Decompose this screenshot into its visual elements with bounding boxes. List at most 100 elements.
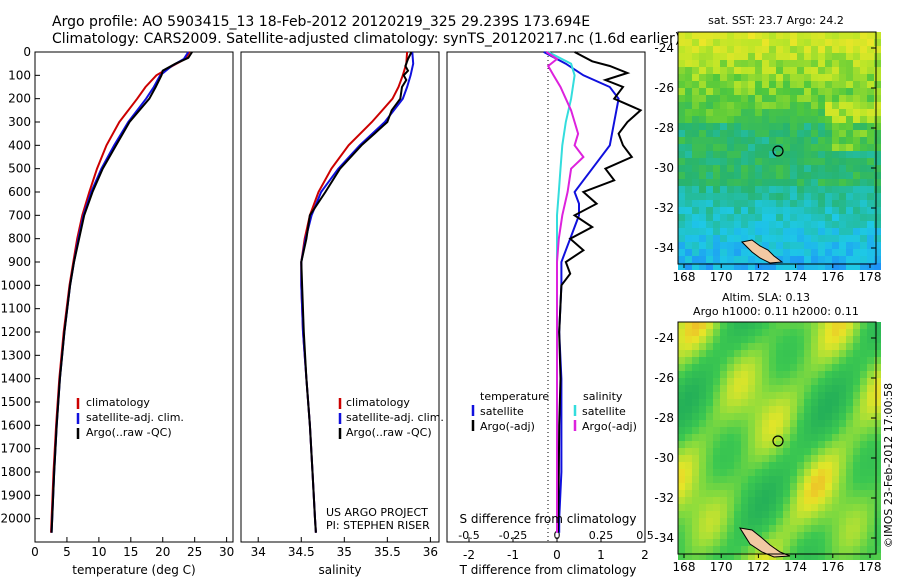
sst-cell — [804, 200, 811, 207]
sla-cell — [867, 532, 874, 539]
sst-cell — [818, 60, 825, 67]
sst-cell — [706, 60, 713, 67]
sla-cell — [818, 497, 825, 504]
sla-cell — [685, 322, 692, 329]
sst-cell — [818, 109, 825, 116]
sst-cell — [720, 95, 727, 102]
sst-cell — [832, 53, 839, 60]
sst-cell — [762, 123, 769, 130]
sla-cell — [706, 490, 713, 497]
sst-cell — [769, 130, 776, 137]
depth-tick-label: 1200 — [0, 325, 31, 339]
sst-cell — [874, 74, 881, 81]
sst-cell — [748, 53, 755, 60]
sst-cell — [853, 32, 860, 39]
sst-cell — [748, 214, 755, 221]
sst-cell — [769, 32, 776, 39]
sla-cell — [741, 336, 748, 343]
sst-cell — [776, 67, 783, 74]
sst-cell — [748, 172, 755, 179]
x-tick-label: 5 — [63, 545, 71, 559]
sla-cell — [790, 518, 797, 525]
sla-cell — [818, 476, 825, 483]
sla-cell — [762, 497, 769, 504]
sla-cell — [839, 504, 846, 511]
depth-tick-label: 1400 — [0, 372, 31, 386]
sst-cell — [783, 144, 790, 151]
sst-cell — [706, 116, 713, 123]
sla-cell — [825, 448, 832, 455]
sst-cell — [776, 109, 783, 116]
sst-cell — [825, 235, 832, 242]
sla-cell — [762, 399, 769, 406]
sst-cell — [797, 53, 804, 60]
sst-cell — [727, 228, 734, 235]
sst-cell — [713, 137, 720, 144]
sst-cell — [720, 116, 727, 123]
sla-cell — [685, 448, 692, 455]
sla-cell — [692, 546, 699, 553]
sst-cell — [832, 172, 839, 179]
sst-cell — [748, 67, 755, 74]
sst-cell — [853, 130, 860, 137]
sla-cell — [783, 336, 790, 343]
sla-cell — [797, 378, 804, 385]
sla-cell — [867, 511, 874, 518]
sla-cell — [860, 357, 867, 364]
sla-cell — [755, 322, 762, 329]
sla-cell — [699, 504, 706, 511]
sla-cell — [846, 420, 853, 427]
sst-cell — [769, 102, 776, 109]
sla-cell — [832, 378, 839, 385]
sla-cell — [734, 532, 741, 539]
sla-cell — [797, 336, 804, 343]
sla-cell — [874, 392, 881, 399]
sla-cell — [853, 350, 860, 357]
sst-cell — [839, 109, 846, 116]
sst-cell — [783, 109, 790, 116]
sla-cell — [839, 434, 846, 441]
sst-cell — [769, 88, 776, 95]
sst-cell — [825, 130, 832, 137]
sla-cell — [762, 469, 769, 476]
sst-cell — [811, 214, 818, 221]
sst-cell — [678, 67, 685, 74]
sla-cell — [790, 553, 797, 560]
sst-cell — [797, 235, 804, 242]
sst-cell — [797, 95, 804, 102]
legend-climatology: climatology — [86, 396, 150, 409]
sla-cell — [706, 441, 713, 448]
sla-cell — [804, 518, 811, 525]
sst-cell — [713, 165, 720, 172]
sla-cell — [762, 504, 769, 511]
sla-cell — [853, 525, 860, 532]
sst-cell — [692, 109, 699, 116]
sla-cell — [783, 329, 790, 336]
sst-cell — [720, 123, 727, 130]
sla-cell — [832, 406, 839, 413]
sst-cell — [790, 214, 797, 221]
sst-cell — [874, 81, 881, 88]
sla-cell — [832, 448, 839, 455]
sla-cell — [839, 469, 846, 476]
project-annotation-1: US ARGO PROJECT — [326, 506, 428, 519]
sla-cell — [797, 497, 804, 504]
sst-cell — [832, 186, 839, 193]
sla-cell — [832, 497, 839, 504]
sla-cell — [818, 392, 825, 399]
sst-cell — [678, 81, 685, 88]
sla-cell — [818, 371, 825, 378]
sst-cell — [748, 81, 755, 88]
map-y-tick-label: -30 — [654, 451, 674, 465]
sla-cell — [769, 406, 776, 413]
sst-cell — [692, 88, 699, 95]
sla-cell — [699, 399, 706, 406]
sla-cell — [776, 511, 783, 518]
diff-xlabel: T difference from climatology — [459, 563, 637, 577]
sst-cell — [818, 165, 825, 172]
sst-cell — [776, 137, 783, 144]
difference-line-0 — [543, 51, 620, 533]
sst-cell — [678, 109, 685, 116]
sst-cell — [713, 158, 720, 165]
sla-cell — [804, 322, 811, 329]
